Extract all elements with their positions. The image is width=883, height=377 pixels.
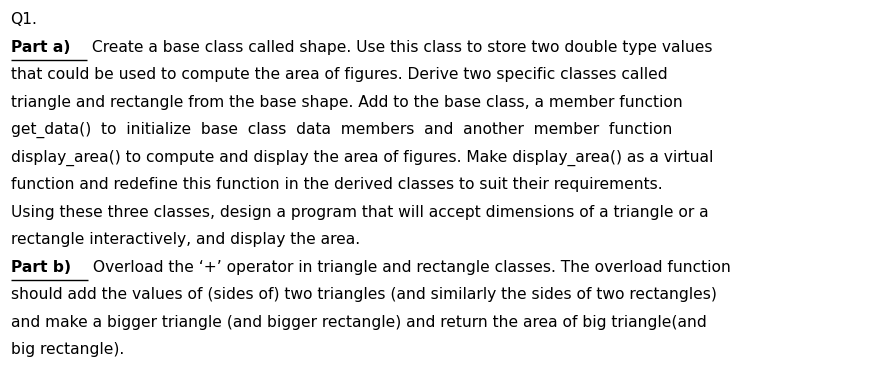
Text: Q1.: Q1. <box>11 12 37 27</box>
Text: should add the values of (sides of) two triangles (and similarly the sides of tw: should add the values of (sides of) two … <box>11 287 716 302</box>
Text: display_area() to compute and display the area of figures. Make display_area() a: display_area() to compute and display th… <box>11 150 713 166</box>
Text: triangle and rectangle from the base shape. Add to the base class, a member func: triangle and rectangle from the base sha… <box>11 95 683 110</box>
Text: Using these three classes, design a program that will accept dimensions of a tri: Using these three classes, design a prog… <box>11 205 708 220</box>
Text: big rectangle).: big rectangle). <box>11 342 124 357</box>
Text: Overload the ‘+’ operator in triangle and rectangle classes. The overload functi: Overload the ‘+’ operator in triangle an… <box>88 260 731 275</box>
Text: Create a base class called shape. Use this class to store two double type values: Create a base class called shape. Use th… <box>87 40 713 55</box>
Text: and make a bigger triangle (and bigger rectangle) and return the area of big tri: and make a bigger triangle (and bigger r… <box>11 315 706 330</box>
Text: function and redefine this function in the derived classes to suit their require: function and redefine this function in t… <box>11 177 662 192</box>
Text: get_data()  to  initialize  base  class  data  members  and  another  member  fu: get_data() to initialize base class data… <box>11 122 672 138</box>
Text: Part a): Part a) <box>11 40 70 55</box>
Text: Part b): Part b) <box>11 260 71 275</box>
Text: rectangle interactively, and display the area.: rectangle interactively, and display the… <box>11 232 359 247</box>
Text: that could be used to compute the area of figures. Derive two specific classes c: that could be used to compute the area o… <box>11 67 668 82</box>
